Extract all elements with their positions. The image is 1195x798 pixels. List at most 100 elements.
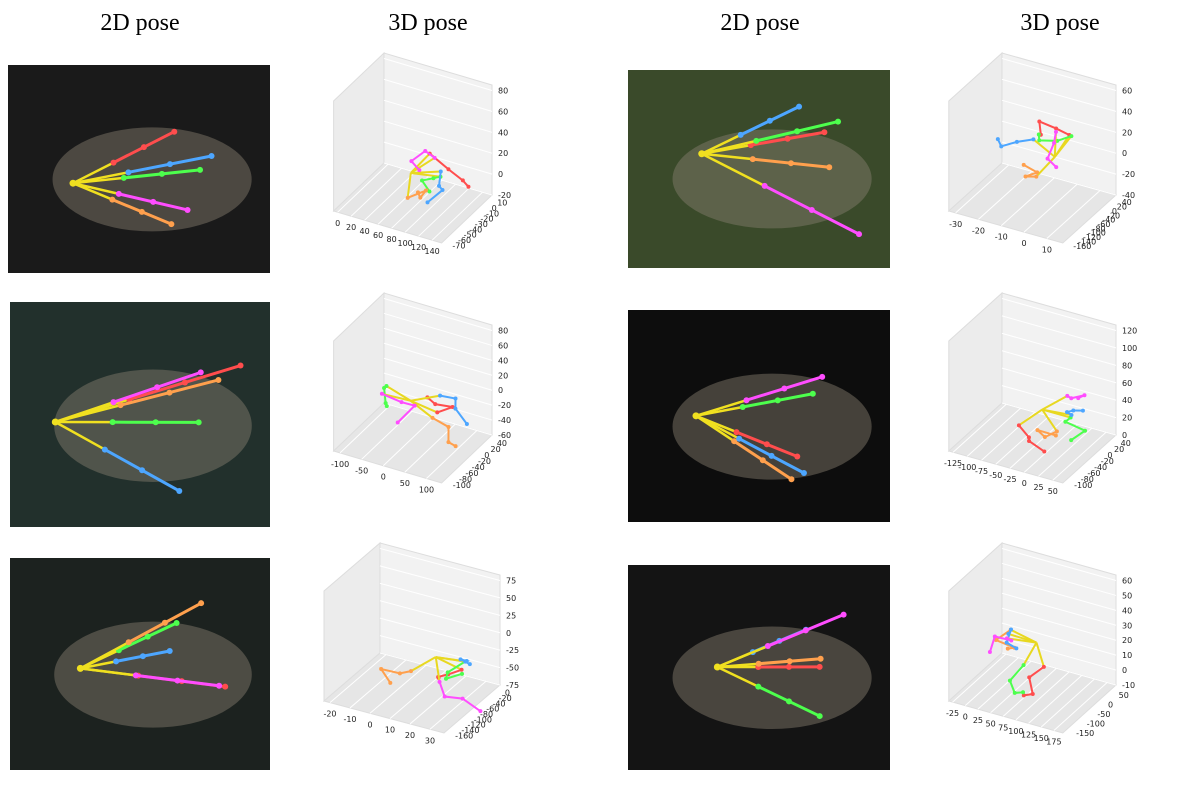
joint bbox=[409, 159, 413, 163]
joint bbox=[216, 683, 222, 689]
tick-label: 50 bbox=[1119, 691, 1129, 700]
joint bbox=[382, 386, 386, 390]
tick-label: -100 bbox=[331, 460, 349, 469]
tick-label: 0 bbox=[381, 473, 386, 482]
joint bbox=[775, 397, 781, 403]
tick-label: 0 bbox=[506, 629, 511, 638]
joint bbox=[993, 634, 997, 638]
tick-label: -25 bbox=[506, 646, 519, 655]
joint bbox=[760, 457, 766, 463]
joint bbox=[756, 661, 762, 667]
joint bbox=[794, 128, 800, 134]
joint bbox=[52, 418, 59, 425]
joint bbox=[437, 184, 441, 188]
joint bbox=[999, 144, 1003, 148]
tick-label: 120 bbox=[1122, 327, 1137, 336]
tick-label: 80 bbox=[498, 87, 508, 96]
joint bbox=[1042, 450, 1046, 454]
tick-label: -20 bbox=[972, 226, 985, 235]
tick-label: 20 bbox=[1114, 445, 1124, 454]
joint bbox=[406, 196, 410, 200]
tick-label: 20 bbox=[1122, 414, 1132, 423]
joint bbox=[809, 207, 815, 213]
joint bbox=[400, 400, 404, 404]
tick-label: 60 bbox=[1122, 577, 1132, 586]
joint bbox=[133, 672, 139, 678]
joint bbox=[198, 369, 204, 375]
joint bbox=[171, 129, 177, 135]
hand bbox=[673, 129, 872, 228]
joint bbox=[733, 429, 739, 435]
joint bbox=[154, 384, 160, 390]
tick-label: 40 bbox=[1122, 107, 1132, 116]
joint bbox=[1037, 133, 1041, 137]
joint bbox=[1017, 423, 1021, 427]
tick-label: 60 bbox=[373, 231, 383, 240]
joint bbox=[443, 695, 447, 699]
joint bbox=[125, 169, 131, 175]
tick-label: 20 bbox=[498, 149, 508, 158]
joint bbox=[110, 399, 116, 405]
tick-label: -100 bbox=[1074, 481, 1092, 490]
joint bbox=[1065, 410, 1069, 414]
tick-label: 0 bbox=[367, 720, 372, 729]
column-header: 2D pose bbox=[720, 10, 799, 36]
tick-label: 0 bbox=[963, 713, 968, 722]
column-header: 3D pose bbox=[1020, 10, 1099, 36]
joint bbox=[126, 639, 132, 645]
joint bbox=[1015, 140, 1019, 144]
joint bbox=[141, 144, 147, 150]
joint bbox=[1069, 396, 1073, 400]
joint bbox=[447, 425, 451, 429]
joint bbox=[1022, 663, 1026, 667]
tick-label: 10 bbox=[497, 199, 507, 208]
joint bbox=[77, 665, 84, 672]
joint bbox=[109, 197, 115, 203]
joint bbox=[379, 667, 383, 671]
tick-label: 100 bbox=[419, 486, 434, 495]
tick-label: -40 bbox=[498, 416, 511, 425]
joint bbox=[1081, 409, 1085, 413]
joint bbox=[1069, 438, 1073, 442]
joint bbox=[1054, 126, 1058, 130]
joint bbox=[765, 643, 771, 649]
tick-label: -160 bbox=[1073, 242, 1091, 251]
tick-label: -10 bbox=[343, 715, 356, 724]
tick-label: -50 bbox=[989, 471, 1002, 480]
joint bbox=[453, 407, 457, 411]
joint bbox=[460, 668, 464, 672]
joint bbox=[426, 200, 430, 204]
joint bbox=[423, 149, 427, 153]
joint bbox=[1043, 435, 1047, 439]
joint bbox=[459, 657, 463, 661]
tick-label: 30 bbox=[1122, 621, 1132, 630]
joint bbox=[446, 440, 450, 444]
joint bbox=[1063, 420, 1067, 424]
joint bbox=[433, 156, 437, 160]
joint bbox=[810, 391, 816, 397]
tick-label: -30 bbox=[949, 220, 962, 229]
joint bbox=[786, 664, 792, 670]
hand bbox=[54, 622, 252, 728]
joint bbox=[1035, 428, 1039, 432]
tick-label: 75 bbox=[998, 723, 1008, 732]
tick-label: -10 bbox=[995, 233, 1008, 242]
joint bbox=[743, 397, 749, 403]
joint bbox=[69, 180, 76, 187]
joint bbox=[1009, 638, 1013, 642]
joint bbox=[468, 662, 472, 666]
joint bbox=[1037, 119, 1041, 123]
joint bbox=[755, 684, 761, 690]
joint bbox=[427, 189, 431, 193]
joint bbox=[796, 104, 802, 110]
joint bbox=[1006, 647, 1010, 651]
joint bbox=[153, 419, 159, 425]
joint bbox=[1031, 692, 1035, 696]
joint bbox=[1071, 408, 1075, 412]
joint bbox=[446, 167, 450, 171]
joint bbox=[380, 392, 384, 396]
joint bbox=[1005, 641, 1009, 645]
joint bbox=[438, 394, 442, 398]
joint bbox=[1065, 394, 1069, 398]
joint bbox=[750, 156, 756, 162]
